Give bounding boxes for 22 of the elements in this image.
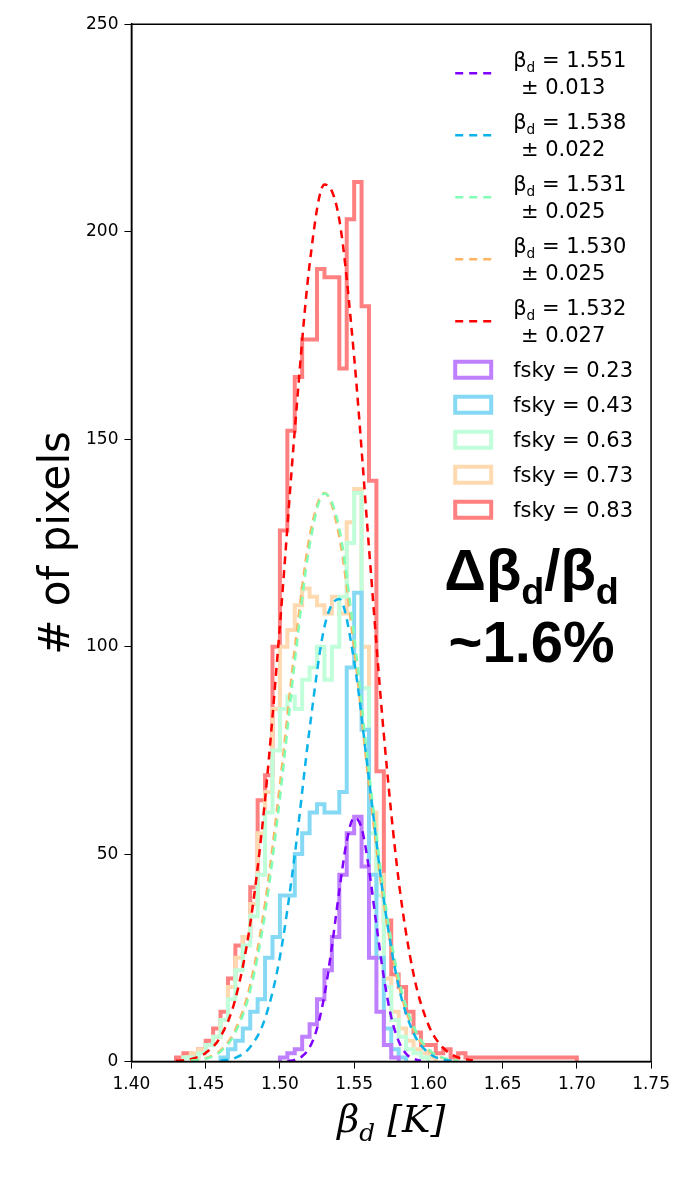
legend-label: fsky = 0.23 — [513, 358, 634, 383]
x-tick-label: 1.50 — [260, 1073, 299, 1094]
y-tick-label: 150 — [85, 427, 119, 448]
legend-label: fsky = 0.63 — [513, 428, 634, 453]
y-tick-label: 50 — [96, 842, 119, 863]
y-tick-label: 200 — [85, 220, 119, 241]
legend-label: fsky = 0.83 — [513, 498, 634, 523]
legend-label: fsky = 0.43 — [513, 393, 634, 418]
legend-label: fsky = 0.73 — [513, 463, 634, 488]
x-tick-label: 1.55 — [335, 1073, 374, 1094]
x-tick-label: 1.45 — [186, 1073, 225, 1094]
y-tick-label: 0 — [107, 1050, 119, 1071]
x-tick-label: 1.65 — [483, 1073, 522, 1094]
y-tick-label: 250 — [85, 12, 119, 33]
x-tick-label: 1.60 — [409, 1073, 448, 1094]
annotation: ~1.6% — [448, 608, 615, 674]
y-tick-label: 100 — [85, 635, 119, 656]
x-tick-label: 1.40 — [112, 1073, 151, 1094]
y-axis-title: # of pixels — [30, 431, 80, 655]
x-tick-label: 1.70 — [557, 1073, 596, 1094]
line-series — [286, 816, 423, 1062]
x-tick-label: 1.75 — [632, 1073, 670, 1094]
